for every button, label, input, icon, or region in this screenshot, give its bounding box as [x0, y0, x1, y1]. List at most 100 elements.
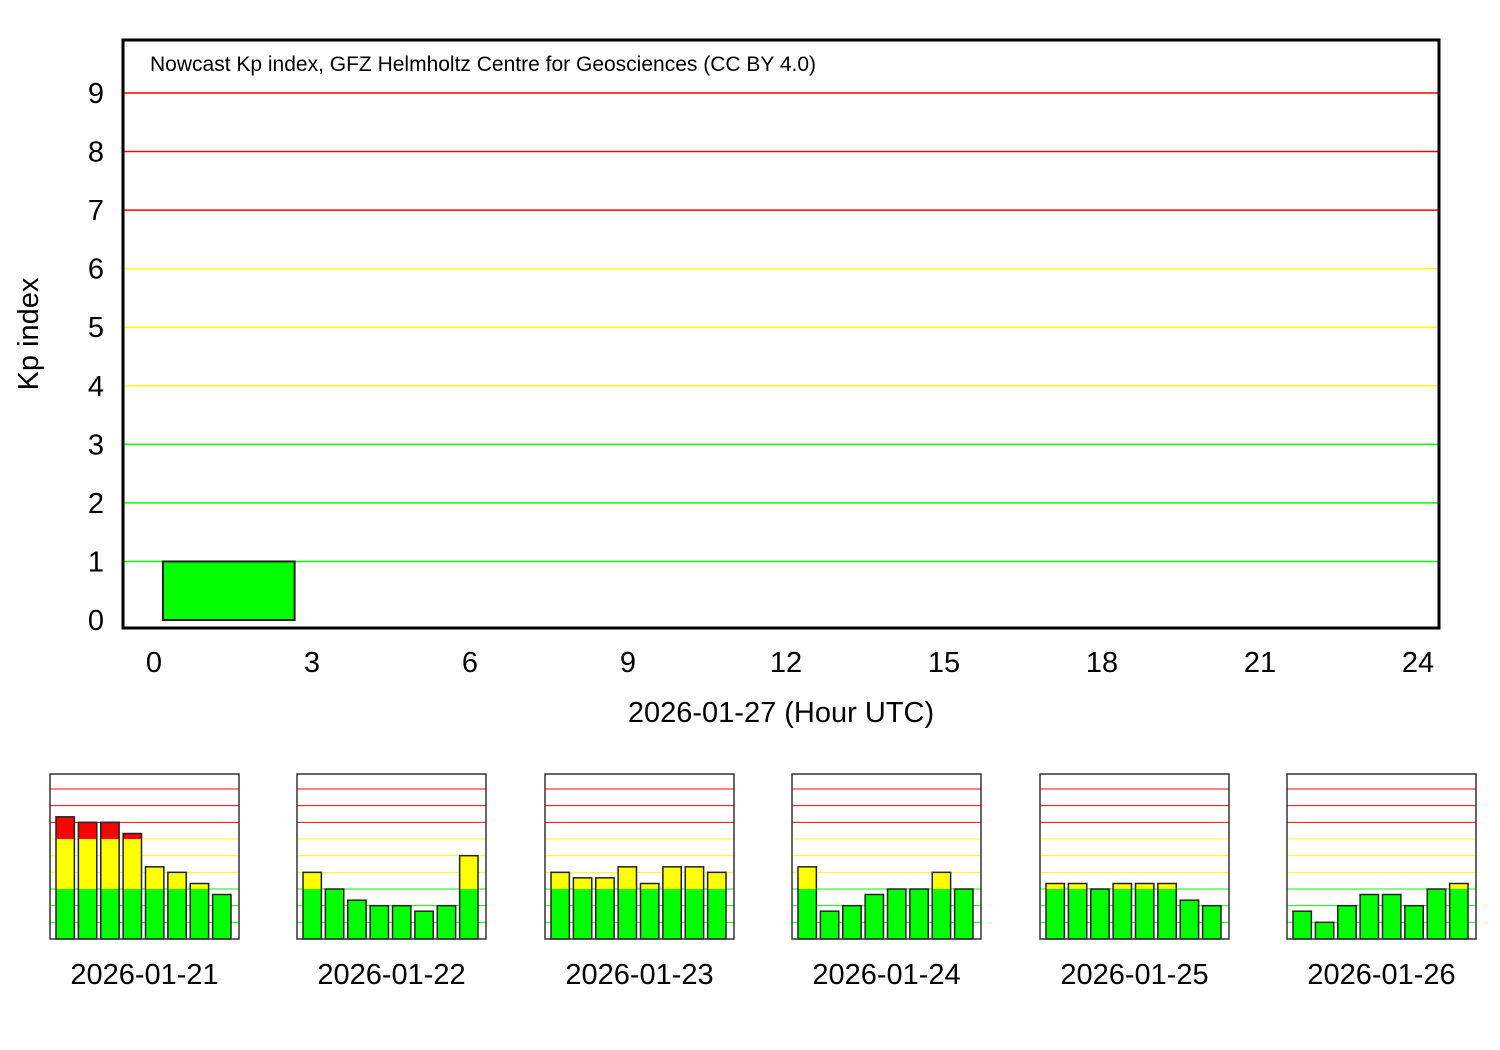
bar-segment	[100, 889, 120, 939]
day-chart-frame	[1039, 773, 1230, 940]
y-tick-label: 2	[88, 488, 104, 520]
bar-segment	[123, 889, 142, 939]
day-chart-frame	[49, 773, 240, 940]
bar-segment	[1157, 883, 1177, 889]
bar-segment	[392, 905, 411, 939]
main-chart: Nowcast Kp index, GFZ Helmholtz Centre f…	[13, 38, 1441, 729]
bar-segment	[212, 894, 231, 939]
x-tick-label: 6	[462, 647, 478, 679]
bar-segment	[707, 872, 726, 889]
bar-segment	[618, 866, 637, 889]
day-chart-2026-01-23: 2026-01-23	[544, 773, 735, 991]
bar	[161, 560, 296, 622]
bar-segment	[190, 883, 209, 889]
bar-segment	[162, 561, 295, 620]
bar-segment	[1046, 883, 1065, 889]
bar-segment	[707, 889, 726, 939]
x-tick-label: 15	[928, 647, 960, 679]
bar-segment	[640, 889, 659, 939]
bar-segment	[1337, 905, 1357, 939]
bar-segment	[842, 905, 862, 939]
bar-segment	[1293, 911, 1312, 939]
bar-segment	[78, 889, 97, 939]
day-chart-2026-01-24: 2026-01-24	[791, 773, 982, 991]
y-axis-label: Kp index	[13, 277, 45, 390]
bar-segment	[1113, 889, 1132, 939]
bar-segment	[437, 905, 456, 939]
day-chart-label: 2026-01-24	[812, 959, 960, 991]
bar-segment	[595, 889, 615, 939]
day-chart-label: 2026-01-22	[317, 959, 465, 991]
bar-segment	[167, 889, 187, 939]
bar-segment	[820, 911, 839, 939]
bar-segment	[1404, 905, 1424, 939]
bar-segment	[370, 905, 389, 939]
bar-segment	[56, 889, 75, 939]
bar-segment	[145, 889, 164, 939]
y-tick-label: 3	[88, 429, 104, 461]
bar-segment	[887, 889, 906, 939]
y-tick-label: 4	[88, 371, 104, 403]
bar-segment	[1135, 889, 1154, 939]
x-axis-label: 2026-01-27 (Hour UTC)	[628, 697, 934, 729]
bar-segment	[1157, 889, 1177, 939]
bar-segment	[459, 889, 478, 939]
bar-segment	[100, 822, 120, 839]
bar-segment	[303, 872, 322, 889]
bar-segment	[662, 889, 682, 939]
bar-segment	[573, 877, 592, 889]
day-chart-frame	[791, 773, 982, 940]
day-chart-label: 2026-01-23	[565, 959, 713, 991]
day-chart-2026-01-26: 2026-01-26	[1286, 773, 1477, 991]
bar-segment	[1382, 894, 1401, 939]
bar-segment	[56, 816, 75, 839]
day-chart-label: 2026-01-26	[1307, 959, 1455, 991]
main-gridlines	[124, 92, 1438, 563]
bar-segment	[1068, 889, 1087, 939]
bar-segment	[932, 872, 951, 889]
bar-segment	[1113, 883, 1132, 889]
bar-segment	[573, 889, 592, 939]
bar-segment	[932, 889, 951, 939]
bar-segment	[56, 839, 75, 889]
day-chart-frame	[296, 773, 487, 940]
bar-segment	[78, 822, 97, 839]
bar-segment	[459, 855, 478, 889]
bar-segment	[123, 839, 142, 889]
x-tick-label: 12	[770, 647, 802, 679]
day-chart-2026-01-21: 2026-01-21	[49, 773, 240, 991]
day-chart-label: 2026-01-21	[70, 959, 218, 991]
y-tick-label: 9	[88, 78, 104, 110]
y-tick-label: 5	[88, 312, 104, 344]
bar-segment	[551, 872, 570, 889]
bar-segment	[145, 866, 164, 889]
bar-segment	[1180, 900, 1199, 939]
bar-segment	[303, 889, 322, 939]
day-chart-frame	[1286, 773, 1477, 940]
bar-segment	[798, 889, 817, 939]
x-tick-label: 3	[304, 647, 320, 679]
chart-title: Nowcast Kp index, GFZ Helmholtz Centre f…	[150, 53, 816, 76]
day-chart-2026-01-25: 2026-01-25	[1039, 773, 1230, 991]
bar-segment	[1090, 889, 1110, 939]
x-tick-label: 9	[620, 647, 636, 679]
bar-segment	[954, 889, 973, 939]
x-tick-label: 0	[146, 647, 162, 679]
bar-segment	[1046, 889, 1065, 939]
x-tick-label: 18	[1086, 647, 1118, 679]
bar-segment	[1135, 883, 1154, 889]
bar-segment	[414, 911, 434, 939]
bar-segment	[798, 866, 817, 889]
bar-segment	[190, 889, 209, 939]
bar-segment	[909, 889, 929, 939]
y-tick-labels: 0 1 2 3 4 5 6 7 8 9	[88, 78, 104, 637]
y-tick-label: 0	[88, 605, 104, 637]
bar-segment	[325, 889, 344, 939]
bar-segment	[865, 894, 884, 939]
bar-segment	[1449, 889, 1468, 939]
bar-segment	[100, 839, 120, 889]
bar-segment	[123, 833, 142, 839]
bar-segment	[640, 883, 659, 889]
y-tick-label: 1	[88, 546, 104, 578]
